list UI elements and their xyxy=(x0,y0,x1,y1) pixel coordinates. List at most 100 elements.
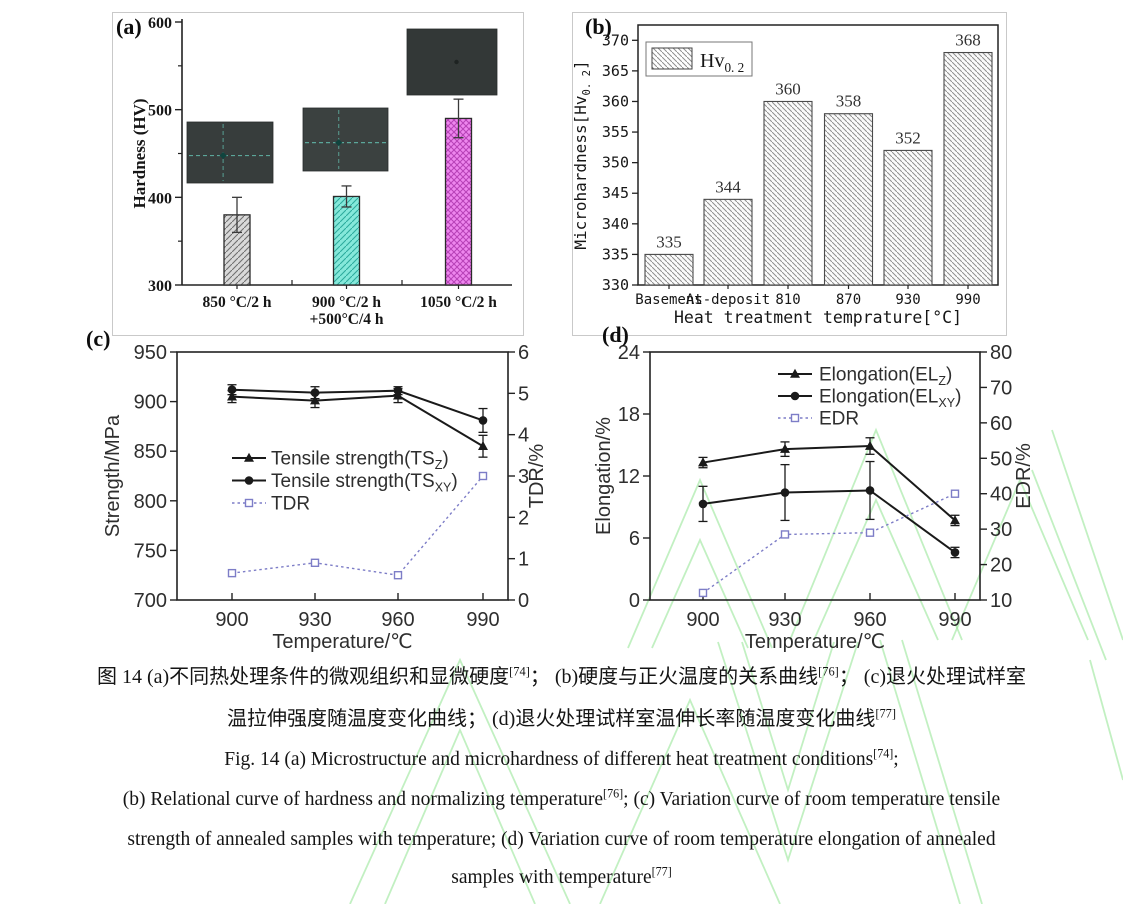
panel-label-a: (a) xyxy=(116,14,142,39)
svg-text:360: 360 xyxy=(775,79,801,98)
svg-text:340: 340 xyxy=(602,215,629,233)
svg-text:344: 344 xyxy=(715,177,741,196)
caption-text: ; (c) Variation curve of room temperatur… xyxy=(623,789,1001,810)
svg-text:Tensile strength(TSZ): Tensile strength(TSZ) xyxy=(271,449,449,473)
svg-text:24: 24 xyxy=(618,342,640,364)
svg-text:365: 365 xyxy=(602,62,629,80)
caption-en-line2: (b) Relational curve of hardness and nor… xyxy=(0,787,1123,811)
svg-text:Temperature/℃: Temperature/℃ xyxy=(745,631,885,653)
svg-text:0: 0 xyxy=(629,590,640,612)
svg-text:400: 400 xyxy=(148,190,172,207)
svg-text:960: 960 xyxy=(853,609,886,631)
caption-text: ； (b)硬度与正火温度的关系曲线 xyxy=(529,666,819,688)
svg-text:345: 345 xyxy=(602,184,629,202)
citation-ref: [74] xyxy=(509,664,530,679)
caption-text: samples with temperature xyxy=(451,867,652,888)
svg-text:300: 300 xyxy=(148,278,172,295)
citation-ref: [76] xyxy=(818,664,839,679)
svg-text:40: 40 xyxy=(990,484,1012,506)
svg-text:EDR/%: EDR/% xyxy=(1013,443,1035,509)
panel-label-b: (b) xyxy=(585,14,612,39)
svg-text:990: 990 xyxy=(938,609,971,631)
svg-text:20: 20 xyxy=(990,555,1012,577)
svg-text:930: 930 xyxy=(895,292,920,308)
caption-text: 温拉伸强度随温度变化曲线； (d)退火处理试样室温伸长率随温度变化曲线 xyxy=(227,708,876,730)
microhardness-bar-chart: 330 335 340 345 350 355 360 365 370 335 Basement 34… xyxy=(571,24,999,327)
svg-text:Strength/MPa: Strength/MPa xyxy=(102,414,124,537)
svg-text:Hardness (HV): Hardness (HV) xyxy=(130,98,149,208)
svg-text:6: 6 xyxy=(629,528,640,550)
panel-a-frame xyxy=(112,12,524,336)
svg-text:0: 0 xyxy=(518,590,529,612)
svg-text:990: 990 xyxy=(466,609,499,631)
svg-text:330: 330 xyxy=(602,276,629,294)
citation-ref: [77] xyxy=(875,706,896,721)
panel-label-d: (d) xyxy=(602,322,629,347)
svg-text:5: 5 xyxy=(518,383,529,405)
svg-text:850: 850 xyxy=(134,441,167,463)
svg-text:350: 350 xyxy=(602,154,629,172)
svg-text:Tensile strength(TSXY): Tensile strength(TSXY) xyxy=(271,471,458,495)
svg-text:TDR/%: TDR/% xyxy=(526,444,548,509)
svg-text:Hv0. 2: Hv0. 2 xyxy=(700,50,744,75)
elongation-line-chart: 0 6 12 18 24 10 20 30 40 50 60 70 80 900 930 960 990 Temp… xyxy=(593,342,1035,653)
caption-text: strength of annealed samples with temper… xyxy=(127,829,996,850)
svg-text:930: 930 xyxy=(768,609,801,631)
svg-text:900: 900 xyxy=(134,392,167,414)
caption-text: Fig. 14 (a) Microstructure and microhard… xyxy=(224,749,874,770)
svg-text:Temperature/℃: Temperature/℃ xyxy=(272,631,412,653)
svg-text:50: 50 xyxy=(990,448,1012,470)
caption-en-line1: Fig. 14 (a) Microstructure and microhard… xyxy=(0,746,1123,771)
svg-text:Elongation(ELXY): Elongation(ELXY) xyxy=(819,387,961,411)
svg-text:80: 80 xyxy=(990,342,1012,364)
svg-text:850 °C/2 h: 850 °C/2 h xyxy=(202,294,271,311)
caption-text: (b) Relational curve of hardness and nor… xyxy=(122,789,604,810)
panel-b-frame xyxy=(572,12,1007,336)
svg-text:800: 800 xyxy=(134,491,167,513)
svg-text:As-deposit: As-deposit xyxy=(686,292,770,308)
svg-text:810: 810 xyxy=(775,292,800,308)
svg-text:12: 12 xyxy=(618,466,640,488)
svg-text:370: 370 xyxy=(602,31,629,49)
svg-text:900 °C/2 h: 900 °C/2 h xyxy=(312,294,381,311)
svg-text:Heat treatment temprature[°C]: Heat treatment temprature[°C] xyxy=(674,308,962,327)
svg-text:Elongation(ELZ): Elongation(ELZ) xyxy=(819,365,952,389)
svg-text:Elongation/%: Elongation/% xyxy=(593,417,615,535)
svg-text:960: 960 xyxy=(381,609,414,631)
svg-text:900: 900 xyxy=(686,609,719,631)
svg-text:335: 335 xyxy=(602,245,629,263)
svg-text:70: 70 xyxy=(990,377,1012,399)
svg-text:1: 1 xyxy=(518,549,529,571)
svg-text:750: 750 xyxy=(134,540,167,562)
caption-en-line3: strength of annealed samples with temper… xyxy=(0,829,1123,851)
svg-text:870: 870 xyxy=(836,292,861,308)
svg-text:Microhardness[Hv0. 2]: Microhardness[Hv0. 2] xyxy=(571,60,593,249)
svg-text:2: 2 xyxy=(518,507,529,529)
svg-text:335: 335 xyxy=(656,232,682,251)
svg-text:10: 10 xyxy=(990,590,1012,612)
caption-zh-line1: 图 14 (a)不同热处理条件的微观组织和显微硬度[74]； (b)硬度与正火温… xyxy=(0,660,1123,689)
caption-zh-line2: 温拉伸强度随温度变化曲线； (d)退火处理试样室温伸长率随温度变化曲线[77] xyxy=(0,702,1123,731)
svg-text:352: 352 xyxy=(895,128,921,147)
svg-text:3: 3 xyxy=(518,466,529,488)
svg-text:700: 700 xyxy=(134,590,167,612)
citation-ref: [74] xyxy=(873,746,894,761)
svg-text:18: 18 xyxy=(618,404,640,426)
svg-text:900: 900 xyxy=(215,609,248,631)
caption-text: ； (c)退火处理试样室 xyxy=(838,666,1027,688)
svg-text:368: 368 xyxy=(955,31,981,50)
caption-text: ; xyxy=(893,749,899,770)
svg-text:990: 990 xyxy=(955,292,980,308)
citation-ref: [77] xyxy=(651,864,672,879)
caption-text: 图 14 (a)不同热处理条件的微观组织和显微硬度 xyxy=(96,666,510,688)
svg-text:Basement: Basement xyxy=(635,292,702,308)
svg-text:4: 4 xyxy=(518,425,529,447)
svg-text:358: 358 xyxy=(836,92,862,111)
svg-text:360: 360 xyxy=(602,92,629,110)
svg-text:600: 600 xyxy=(148,15,172,32)
svg-text:1050 °C/2 h: 1050 °C/2 h xyxy=(420,294,497,311)
svg-text:+500°C/4 h: +500°C/4 h xyxy=(309,311,383,328)
svg-text:TDR: TDR xyxy=(271,494,310,515)
tensile-strength-line-chart: 700 750 800 850 900 950 0 1 2 3 4 5 6 900 930 960 990 Tem… xyxy=(102,342,548,653)
svg-text:60: 60 xyxy=(990,413,1012,435)
